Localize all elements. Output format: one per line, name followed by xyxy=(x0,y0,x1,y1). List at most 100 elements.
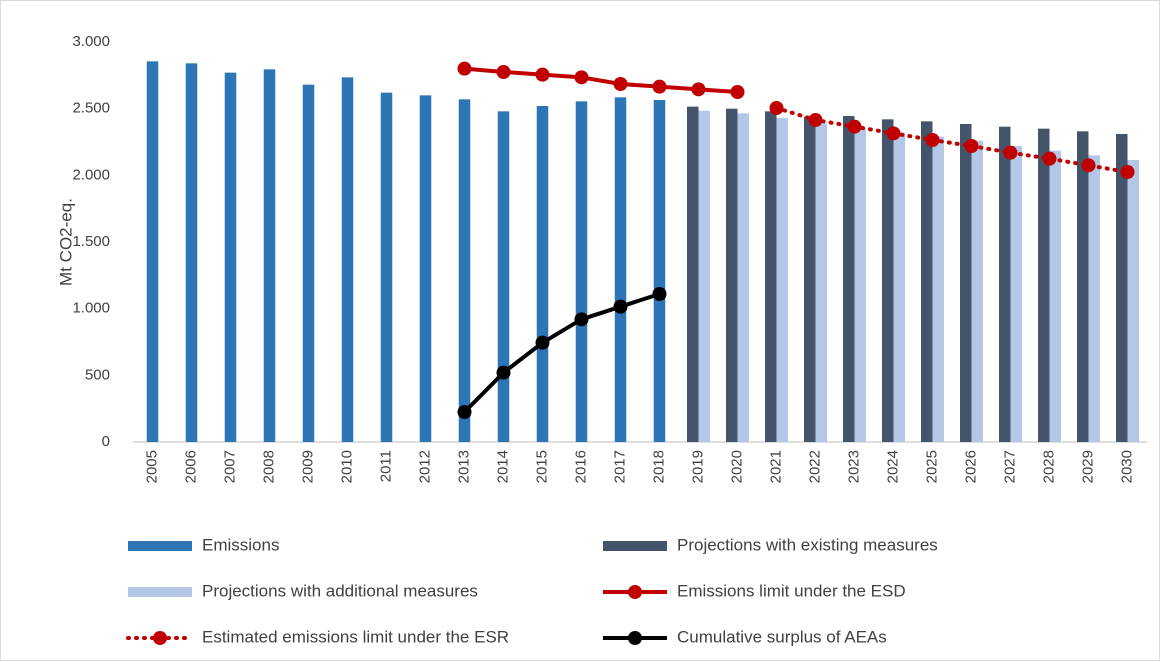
bar xyxy=(698,110,710,443)
marker xyxy=(1120,165,1135,179)
x-tick-label: 2009 xyxy=(299,450,316,483)
marker xyxy=(1003,145,1018,160)
bar xyxy=(854,128,866,442)
marker xyxy=(535,67,550,82)
bar xyxy=(999,126,1011,443)
x-tick-label: 2030 xyxy=(1118,450,1135,483)
bar xyxy=(1010,146,1022,442)
bar xyxy=(882,119,894,442)
x-tick-label: 2014 xyxy=(494,450,511,483)
marker xyxy=(496,65,511,79)
bar xyxy=(458,99,471,442)
bar xyxy=(536,106,549,442)
x-tick-label: 2026 xyxy=(962,450,979,483)
x-tick-label: 2020 xyxy=(728,450,745,483)
x-tick-label: 2010 xyxy=(338,450,355,483)
x-tick-label: 2027 xyxy=(1001,450,1018,483)
bar xyxy=(224,72,237,443)
x-tick-label: 2019 xyxy=(689,450,706,483)
x-tick-label: 2005 xyxy=(143,450,160,483)
bar xyxy=(1038,128,1050,442)
marker xyxy=(613,77,628,91)
marker xyxy=(691,82,706,97)
marker xyxy=(457,61,472,76)
bar xyxy=(971,140,983,442)
bar xyxy=(921,121,933,442)
y-tick-label: 2.000 xyxy=(72,166,110,183)
x-tick-label: 2022 xyxy=(806,450,823,483)
bar xyxy=(765,111,777,442)
marker xyxy=(886,126,901,141)
x-tick-label: 2006 xyxy=(182,450,199,483)
marker xyxy=(457,405,472,419)
bar xyxy=(932,136,944,442)
bar xyxy=(575,101,588,442)
bar xyxy=(776,118,788,442)
x-tick-label: 2011 xyxy=(377,450,394,482)
x-tick-label: 2021 xyxy=(767,450,784,483)
bar xyxy=(341,77,354,442)
bar xyxy=(1088,155,1100,443)
bar xyxy=(726,108,738,443)
legend-label: Projections with existing measures xyxy=(677,535,938,554)
marker xyxy=(496,365,511,380)
legend-label: Cumulative surplus of AEAs xyxy=(677,627,887,646)
x-tick-label: 2028 xyxy=(1040,450,1057,483)
legend-marker xyxy=(628,585,642,599)
marker xyxy=(964,139,979,153)
marker xyxy=(535,335,550,350)
x-tick-label: 2018 xyxy=(650,450,667,483)
marker xyxy=(769,101,784,115)
bar xyxy=(302,84,315,443)
bar xyxy=(737,113,749,442)
bar xyxy=(419,95,432,442)
y-tick-label: 3.000 xyxy=(72,33,110,50)
x-tick-label: 2012 xyxy=(416,450,433,483)
bar xyxy=(1127,160,1139,442)
marker xyxy=(613,299,628,314)
bar xyxy=(380,92,393,443)
y-tick-label: 0 xyxy=(102,433,110,450)
legend-label: Emissions limit under the ESD xyxy=(677,581,906,600)
marker xyxy=(730,85,745,99)
bar xyxy=(687,106,699,443)
bar xyxy=(1077,131,1089,443)
x-tick-label: 2013 xyxy=(455,450,472,483)
legend-marker xyxy=(628,631,642,645)
bar xyxy=(185,63,198,442)
y-tick-label: 1.500 xyxy=(72,233,110,250)
legend-swatch xyxy=(128,587,192,597)
bar xyxy=(960,124,972,442)
x-tick-label: 2017 xyxy=(611,450,628,483)
bar xyxy=(1116,134,1128,442)
marker xyxy=(652,287,667,301)
marker xyxy=(1042,151,1057,166)
legend-label: Emissions xyxy=(202,535,279,554)
bar xyxy=(1049,150,1061,442)
bar xyxy=(804,116,816,443)
legend-label: Projections with additional measures xyxy=(202,581,478,600)
marker xyxy=(574,312,589,327)
x-tick-label: 2023 xyxy=(845,450,862,483)
marker xyxy=(652,79,667,94)
bar xyxy=(614,97,627,442)
y-tick-label: 1.000 xyxy=(72,300,110,317)
x-tick-label: 2025 xyxy=(923,450,940,483)
marker xyxy=(1081,158,1096,173)
line xyxy=(774,106,1130,174)
legend-swatch xyxy=(128,541,192,551)
legend-swatch xyxy=(603,541,667,551)
bar xyxy=(815,123,827,442)
legend-marker xyxy=(153,631,167,645)
y-tick-label: 500 xyxy=(85,366,110,383)
bar xyxy=(893,132,905,442)
bar xyxy=(843,116,855,442)
y-axis-label: Mt CO2-eq. xyxy=(56,198,75,286)
marker xyxy=(847,119,862,134)
y-tick-label: 2.500 xyxy=(72,100,110,117)
x-tick-label: 2029 xyxy=(1079,450,1096,483)
bar xyxy=(653,100,666,442)
bar xyxy=(146,61,159,442)
